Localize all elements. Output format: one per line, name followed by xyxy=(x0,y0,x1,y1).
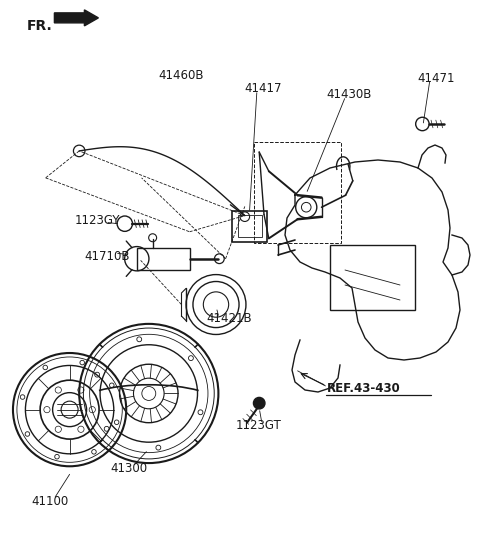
Text: 41430B: 41430B xyxy=(326,88,372,101)
Text: 1123GT: 1123GT xyxy=(235,419,281,432)
Text: 41471: 41471 xyxy=(418,72,455,85)
Bar xyxy=(330,245,415,310)
Text: 41710B: 41710B xyxy=(84,250,130,262)
Text: 41417: 41417 xyxy=(245,82,282,95)
Circle shape xyxy=(55,387,61,393)
Circle shape xyxy=(55,426,61,432)
Bar xyxy=(137,248,190,270)
Text: 41460B: 41460B xyxy=(158,69,204,82)
Bar xyxy=(254,142,341,243)
Text: 41300: 41300 xyxy=(110,462,147,475)
FancyArrow shape xyxy=(54,10,98,26)
Text: REF.43-430: REF.43-430 xyxy=(326,382,400,395)
Bar xyxy=(232,211,267,242)
Text: FR.: FR. xyxy=(26,19,52,33)
Text: 41421B: 41421B xyxy=(206,312,252,324)
Circle shape xyxy=(89,406,96,413)
Text: 1123GY: 1123GY xyxy=(74,215,120,227)
Circle shape xyxy=(78,426,84,432)
Bar xyxy=(238,216,262,237)
Circle shape xyxy=(253,397,265,409)
Text: 41100: 41100 xyxy=(31,495,69,508)
Circle shape xyxy=(78,387,84,393)
Circle shape xyxy=(44,406,50,413)
